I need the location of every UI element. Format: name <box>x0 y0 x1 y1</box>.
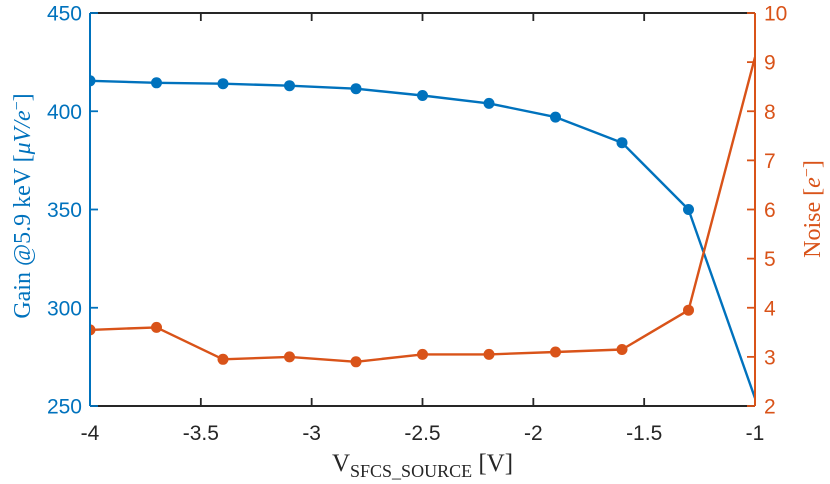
right-tick-label: 6 <box>764 199 776 222</box>
right-axis-label-part: e <box>800 177 826 188</box>
left-axis-label-part: μV/e <box>10 110 36 155</box>
x-axis: -4 -3.5 -3 -2.5 -2 -1.5 -1 <box>81 12 765 445</box>
gain-marker <box>90 75 96 87</box>
x-axis-label-part: [V] <box>472 450 513 477</box>
x-axis-label-part: SFCS_SOURCE <box>350 461 472 481</box>
right-tick-label: 3 <box>764 346 776 369</box>
left-axis-label-part: ] <box>10 93 36 101</box>
noise-marker <box>151 321 162 333</box>
right-tick-label: 9 <box>764 52 776 75</box>
x-tick-label: -3 <box>302 422 321 445</box>
noise-marker <box>483 348 495 360</box>
right-tick-label: 8 <box>764 101 776 124</box>
x-tick-label: -2 <box>524 422 543 445</box>
left-tick-label: 350 <box>47 199 82 222</box>
right-tick-label: 7 <box>764 150 776 173</box>
gain-marker <box>284 80 295 92</box>
gain-series <box>90 75 755 399</box>
right-axis: 2 3 4 5 6 7 8 9 10 <box>747 3 787 419</box>
gain-marker <box>350 83 362 95</box>
gain-marker <box>483 97 495 109</box>
gain-marker <box>550 111 561 123</box>
right-tick-label: 4 <box>764 297 776 320</box>
left-axis-label: Gain @5.9 keV [μV/e−] <box>9 93 36 318</box>
left-axis-label-part: − <box>9 101 26 110</box>
noise-marker <box>616 344 628 355</box>
left-axis-label-part: Gain @5.9 keV [ <box>10 154 36 318</box>
left-axis: 250 300 350 400 450 <box>47 3 98 419</box>
noise-marker <box>284 351 295 363</box>
noise-marker <box>683 304 694 316</box>
noise-marker <box>550 346 561 358</box>
noise-marker <box>350 356 362 368</box>
x-axis-label: VSFCS_SOURCE [V] <box>332 450 513 481</box>
x-tick-label: -2.5 <box>404 422 440 445</box>
right-axis-label-part: ] <box>800 160 826 168</box>
left-tick-label: 250 <box>47 396 82 419</box>
noise-line <box>90 56 755 363</box>
x-tick-label: -1 <box>746 422 765 445</box>
left-tick-label: 450 <box>47 3 82 26</box>
right-tick-label: 2 <box>764 396 776 419</box>
right-axis-label-part: Noise [ <box>800 188 826 258</box>
gain-marker <box>151 77 162 89</box>
x-tick-label: -1.5 <box>626 422 662 445</box>
noise-marker <box>90 324 96 336</box>
x-axis-label-part: V <box>332 450 350 477</box>
left-tick-label: 400 <box>47 101 82 124</box>
noise-marker <box>217 353 229 365</box>
right-tick-label: 10 <box>764 3 787 26</box>
gain-marker <box>616 137 628 149</box>
x-tick-label: -3.5 <box>183 422 219 445</box>
gain-marker <box>683 204 694 215</box>
left-tick-label: 300 <box>47 297 82 320</box>
gain-marker <box>217 78 229 90</box>
noise-series <box>90 56 755 368</box>
right-tick-label: 5 <box>764 248 776 271</box>
right-axis-label: Noise [e−] <box>799 160 826 258</box>
gain-marker <box>417 90 428 101</box>
x-tick-label: -4 <box>81 422 100 445</box>
noise-marker <box>417 348 428 360</box>
right-axis-label-part: − <box>799 168 816 177</box>
